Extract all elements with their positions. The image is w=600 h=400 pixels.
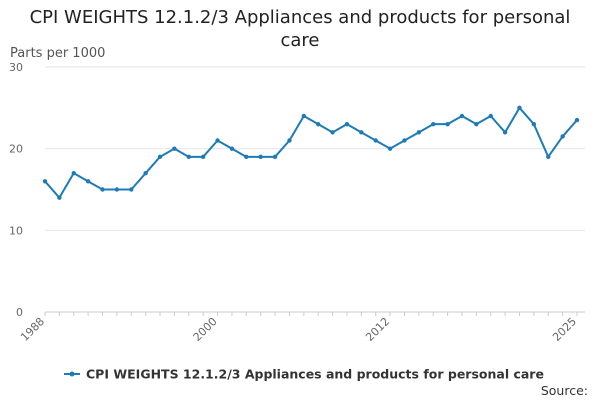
x-tick-label: 1988 (18, 315, 47, 344)
x-tick-label: 2025 (550, 315, 579, 344)
data-point (114, 187, 120, 192)
legend-point-marker (69, 371, 75, 377)
data-point (200, 154, 206, 160)
chart-title: CPI WEIGHTS 12.1.2/3 Appliances and prod… (29, 7, 571, 51)
y-tick-label: 0 (16, 306, 23, 319)
data-point (215, 138, 220, 143)
series-line (44, 106, 578, 199)
data-point (517, 105, 522, 111)
data-point (244, 154, 249, 160)
data-point (258, 154, 263, 160)
data-point (474, 121, 479, 127)
data-point (85, 179, 91, 184)
data-point (57, 195, 62, 200)
data-point (387, 146, 393, 151)
data-point (229, 146, 235, 151)
series-layer (42, 105, 580, 200)
data-point (445, 121, 450, 127)
data-point (416, 130, 422, 135)
data-point (459, 113, 465, 119)
data-point (431, 121, 436, 127)
data-point (574, 117, 580, 123)
legend: CPI WEIGHTS 12.1.2/3 Appliances and prod… (64, 367, 544, 382)
axes: 0 10 20 30 1988 2000 2012 2025 (9, 61, 579, 344)
data-point (315, 121, 321, 127)
y-tick-label: 30 (9, 61, 23, 74)
data-point (359, 130, 364, 135)
data-point (100, 187, 105, 192)
y-tick-label: 20 (9, 143, 23, 156)
data-point (301, 113, 307, 119)
data-point (272, 154, 278, 160)
data-point (71, 170, 76, 176)
x-tick-label: 2000 (191, 315, 220, 344)
y-axis-label: Parts per 1000 (10, 46, 105, 61)
data-point (546, 154, 551, 160)
data-point (402, 138, 407, 143)
legend-label: CPI WEIGHTS 12.1.2/3 Appliances and prod… (86, 367, 544, 382)
data-point (502, 130, 508, 135)
data-point (172, 146, 177, 151)
data-point (129, 187, 134, 192)
data-point (488, 113, 493, 119)
data-point (373, 138, 378, 143)
data-point (287, 138, 292, 143)
data-point (157, 154, 163, 160)
x-tick-label: 2012 (363, 315, 392, 344)
data-point (560, 134, 565, 139)
data-point (186, 154, 191, 160)
data-point (42, 179, 48, 184)
grid-lines (45, 66, 585, 313)
data-point (344, 121, 350, 127)
source-label: Source: (541, 383, 588, 398)
data-point (143, 170, 148, 176)
y-tick-label: 10 (9, 224, 23, 237)
data-point (531, 121, 537, 127)
data-point (330, 130, 335, 135)
